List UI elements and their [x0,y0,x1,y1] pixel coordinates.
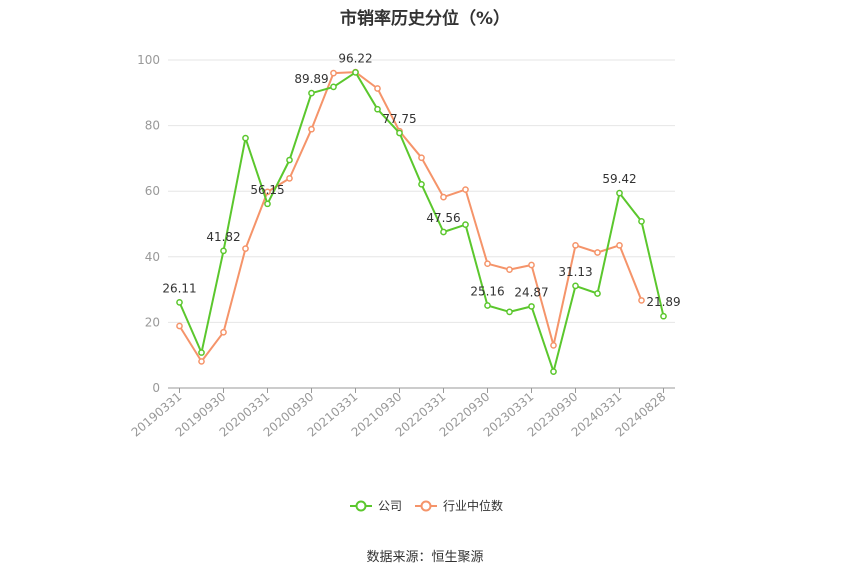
data-label: 26.11 [162,281,196,295]
data-point [616,241,623,249]
data-point [550,368,557,375]
data-point [528,261,535,269]
data-point [594,290,601,297]
data-point [572,282,579,290]
data-label: 47.56 [426,211,460,225]
legend-label: 行业中位数 [443,498,503,513]
data-point [616,189,623,197]
data-point [594,249,601,256]
data-point [440,193,447,201]
data-point [462,221,469,229]
series-line-0 [178,71,665,373]
data-point [572,241,579,249]
data-point [352,69,359,76]
data-point [242,245,249,252]
data-label: 21.89 [646,295,680,309]
series-line-1 [178,71,643,363]
data-point [506,266,513,273]
data-point [198,349,205,356]
y-tick-label: 20 [145,315,160,329]
data-point [242,134,249,142]
data-point [528,303,535,310]
data-point [264,200,271,208]
y-tick-label: 100 [137,53,160,67]
data-point [286,156,293,164]
data-point [198,358,205,365]
data-point [264,188,271,196]
data-point [330,83,337,91]
data-label: 89.89 [294,72,328,86]
data-point [638,218,645,225]
data-point [330,69,337,77]
data-point [418,180,425,188]
data-point [484,302,491,309]
data-label: 24.87 [514,285,548,299]
data-point [308,125,315,133]
data-point [484,260,491,268]
legend-label: 公司 [378,499,402,513]
y-tick-label: 0 [152,381,160,395]
data-point [374,85,381,92]
data-label: 25.16 [470,284,504,298]
legend-swatch-marker [420,500,432,512]
y-tick-label: 80 [145,119,160,133]
data-label: 77.75 [382,112,416,126]
data-point [418,154,425,162]
legend-swatch-marker [355,500,367,512]
data-label: 31.13 [558,265,592,279]
data-point [220,328,227,336]
data-point [638,297,645,304]
data-point [550,342,557,349]
data-point [462,186,469,193]
data-label: 56.15 [250,183,284,197]
data-label: 59.42 [602,172,636,186]
y-tick-label: 40 [145,250,160,264]
data-point [396,129,403,137]
data-point [506,308,513,316]
data-point [308,89,315,97]
y-tick-label: 60 [145,184,160,198]
data-label: 96.22 [338,51,372,65]
data-point [176,299,183,306]
chart-title: 市销率历史分位（%） [339,9,511,29]
data-point [440,228,447,236]
data-point [176,322,183,330]
data-point [220,247,227,255]
data-point [286,175,293,182]
data-point [660,312,667,320]
data-point [374,105,381,113]
source-note: 数据来源：恒生聚源 [366,550,484,565]
data-label: 41.82 [206,230,240,244]
